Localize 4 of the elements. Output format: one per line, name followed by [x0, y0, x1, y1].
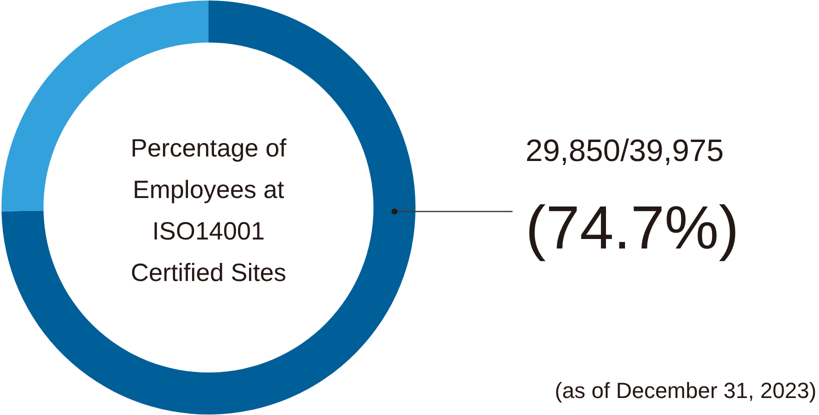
data-label: (74.7%): [526, 194, 740, 262]
text: 29,850/39,975: [526, 133, 724, 168]
text: Percentage of Employees at ISO14001 Certified Sites: [130, 134, 286, 287]
text: (as of December 31, 2023): [554, 378, 817, 403]
